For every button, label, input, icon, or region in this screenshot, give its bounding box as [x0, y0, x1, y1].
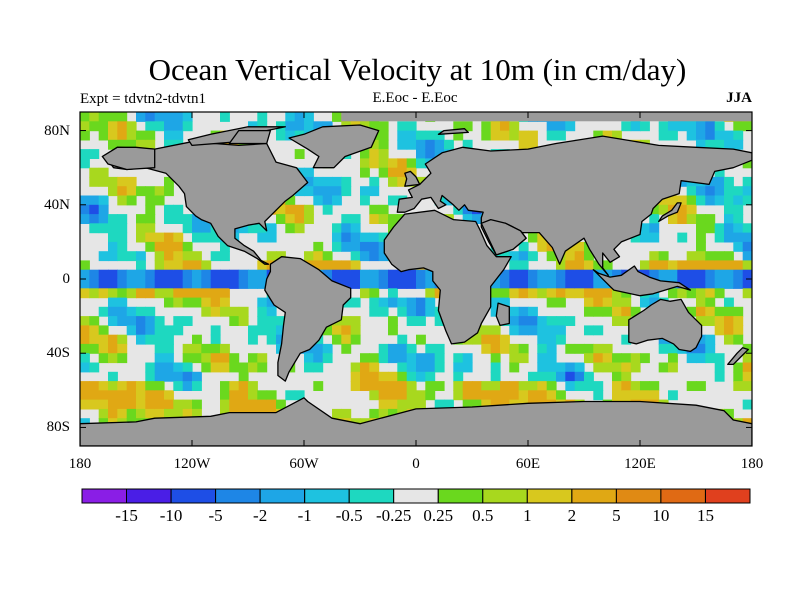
colorbar-swatch — [705, 488, 751, 504]
colorbar-label: 10 — [652, 506, 670, 525]
colorbar-label: 0.5 — [472, 506, 494, 525]
colorbar-swatch — [304, 488, 350, 504]
lat-tick-label: 80S — [46, 419, 70, 436]
colorbar-swatch — [81, 488, 127, 504]
lon-tick-label: 0 — [412, 456, 420, 472]
land-svalbard — [437, 128, 469, 135]
land-antarctica — [80, 397, 752, 446]
lat-tick-label: 40N — [44, 196, 70, 213]
lon-tick-label: 120W — [173, 456, 211, 472]
colorbar-swatch — [126, 488, 172, 504]
colorbar-swatch — [215, 488, 261, 504]
lon-tick-label: 120E — [624, 456, 656, 472]
colorbar-swatch — [526, 488, 573, 504]
land-arabia-fill — [480, 218, 527, 256]
lat-tick-label: 80N — [44, 122, 70, 139]
land-australia — [628, 298, 703, 353]
colorbar-label: -10 — [159, 506, 183, 525]
land-masses — [80, 112, 752, 446]
land-alaska-arctic — [101, 146, 156, 171]
lon-tick-label: 60W — [289, 456, 319, 472]
land-madagascar — [495, 302, 510, 327]
chart-title: Ocean Vertical Velocity at 10m (in cm/da… — [148, 52, 687, 87]
lat-tick-label: 40S — [46, 345, 70, 362]
colorbar-label: 2 — [567, 506, 577, 525]
land-north-america — [101, 141, 309, 265]
colorbar-label: -15 — [115, 506, 138, 525]
land-eurasia — [396, 135, 752, 276]
colorbar-swatch — [482, 488, 528, 504]
experiment-label: Expt = tdvtn2-tdvtn1 — [80, 91, 206, 107]
land-indonesia — [592, 265, 692, 297]
lon-tick-label: 180 — [740, 456, 764, 472]
land-greenland — [288, 124, 380, 169]
colorbar-swatch — [615, 488, 662, 504]
colorbar-swatch — [660, 488, 706, 504]
land-uk — [404, 170, 421, 187]
lon-tick-label: 60E — [515, 456, 541, 472]
colorbar-label: 1 — [523, 506, 532, 525]
colorbar-swatch — [571, 488, 617, 504]
colorbar-label: -0.5 — [335, 506, 363, 525]
land-new-zealand — [727, 347, 749, 366]
colorbar-label: -2 — [253, 506, 268, 525]
land-south-america — [264, 256, 352, 382]
land-japan — [658, 202, 682, 223]
colorbar-swatch — [259, 488, 306, 504]
season-label: JJA — [726, 90, 752, 106]
colorbar-label: 15 — [696, 506, 714, 525]
colorbar-label: -0.25 — [376, 506, 412, 525]
colorbar-label: -1 — [297, 506, 312, 525]
colorbar-swatch — [170, 488, 217, 504]
colorbar-label: -5 — [208, 506, 223, 525]
colorbar-swatch — [393, 488, 439, 504]
lon-tick-label: 180 — [68, 456, 92, 472]
lat-tick-label: 0 — [62, 271, 71, 287]
colorbar-label: 0.25 — [423, 506, 454, 525]
colorbar-swatch — [348, 488, 395, 504]
center-label: E.Eoc - E.Eoc — [372, 90, 458, 106]
colorbar-swatch — [437, 488, 484, 504]
land-africa — [383, 209, 512, 345]
colorbar-label: 5 — [612, 506, 621, 525]
land-arctic-fill-na — [228, 129, 272, 145]
